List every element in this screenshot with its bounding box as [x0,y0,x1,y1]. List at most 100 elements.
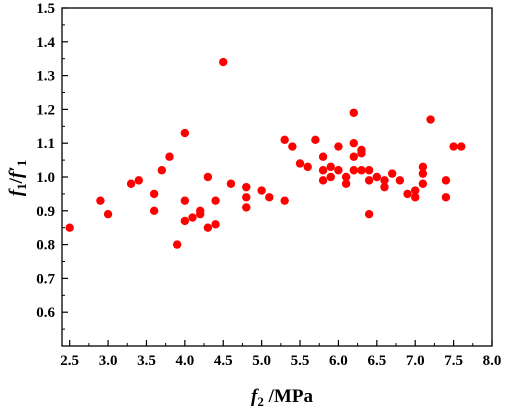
data-point [418,179,428,188]
data-point [203,223,213,232]
data-point [134,176,143,185]
data-point [318,176,328,185]
y-axis-title: f1/f′1 [6,160,29,196]
data-point [387,169,397,178]
data-point [395,176,405,185]
data-point [96,196,105,205]
x-tick-label: 5.0 [252,353,271,369]
x-axis-title: f2 /MPa [251,386,313,409]
data-point [441,176,451,185]
data-point [341,179,351,188]
data-point [211,196,220,205]
data-point [457,142,466,151]
data-point [411,193,420,202]
y-tick-label: 0.6 [36,305,55,321]
y-tick-label: 0.8 [36,238,55,254]
x-tick-label: 3.0 [99,353,118,369]
x-tick-label: 6.5 [367,353,386,369]
data-point [449,142,458,151]
x-axis-var: f [251,386,259,407]
x-tick-label: 8.0 [483,353,502,369]
data-point [242,193,251,202]
data-point [196,206,205,215]
data-point [318,152,328,161]
data-point [326,162,335,172]
y-axis-den-sub: 1 [14,160,29,167]
y-tick-label: 1.5 [36,1,55,17]
data-point [211,220,220,229]
x-axis-sub: 2 [257,394,264,409]
x-tick-label: 4.0 [175,353,194,369]
data-point [349,166,358,175]
data-point [126,179,136,188]
data-point [180,128,190,138]
data-point [411,186,420,195]
x-tick-label: 7.5 [444,353,463,369]
data-point [180,216,190,226]
data-points [65,57,466,249]
data-point [219,57,228,67]
tick-marks [62,7,493,346]
data-point [341,172,351,182]
data-point [380,176,389,185]
y-axis-num-sub: 1 [14,183,29,190]
data-point [149,189,159,199]
data-point [311,135,320,145]
x-tick-label: 6.0 [329,353,348,369]
data-point [303,162,312,172]
axes [61,7,493,347]
y-tick-label: 1.4 [36,35,55,51]
y-tick-labels: 0.6 0.7 0.8 0.9 1.0 1.1 1.2 1.3 1.4 1.5 [36,1,55,321]
y-tick-label: 0.9 [36,204,55,220]
y-tick-label: 1.3 [36,69,55,85]
data-point [441,193,451,202]
data-point [280,196,289,205]
data-point [172,240,182,249]
data-point [418,169,428,178]
data-point [257,186,266,195]
data-point [349,152,358,161]
data-point [334,166,343,175]
x-tick-label: 2.5 [60,353,79,369]
data-point [349,139,358,148]
data-point [364,176,374,185]
data-point [349,108,358,117]
data-point [288,142,297,151]
data-point [242,203,251,212]
x-tick-labels: 2.5 3.0 3.5 4.0 4.5 5.0 5.5 6.0 6.5 7.0 7.5 8.0 [60,353,501,369]
data-point [157,166,167,175]
data-point [103,209,113,219]
data-point [318,166,328,175]
data-point [426,115,435,124]
data-point [364,209,374,219]
data-point [403,189,412,199]
y-axis-slash: / [6,177,27,184]
data-point [372,172,382,182]
data-point [203,172,213,182]
data-point [188,213,197,222]
x-axis-unit: /MPa [264,386,314,407]
data-point [380,182,389,192]
data-point [226,179,236,188]
data-point [242,182,251,192]
data-point [357,149,366,158]
data-point [357,166,366,175]
y-tick-label: 1.2 [36,102,55,118]
data-point [149,206,159,215]
data-point [180,196,190,205]
y-tick-label: 1.0 [36,170,55,186]
data-point [280,135,289,145]
data-point [364,166,374,175]
data-point [295,159,305,168]
x-tick-label: 7.0 [406,353,425,369]
y-tick-label: 0.7 [36,271,55,287]
data-point [265,193,274,202]
data-point [326,172,335,182]
plot-frame [61,7,493,347]
y-axis-num-var: f [6,188,27,196]
data-point [65,223,74,232]
x-tick-label: 5.5 [291,353,310,369]
data-point [418,162,428,172]
data-point [334,142,343,151]
